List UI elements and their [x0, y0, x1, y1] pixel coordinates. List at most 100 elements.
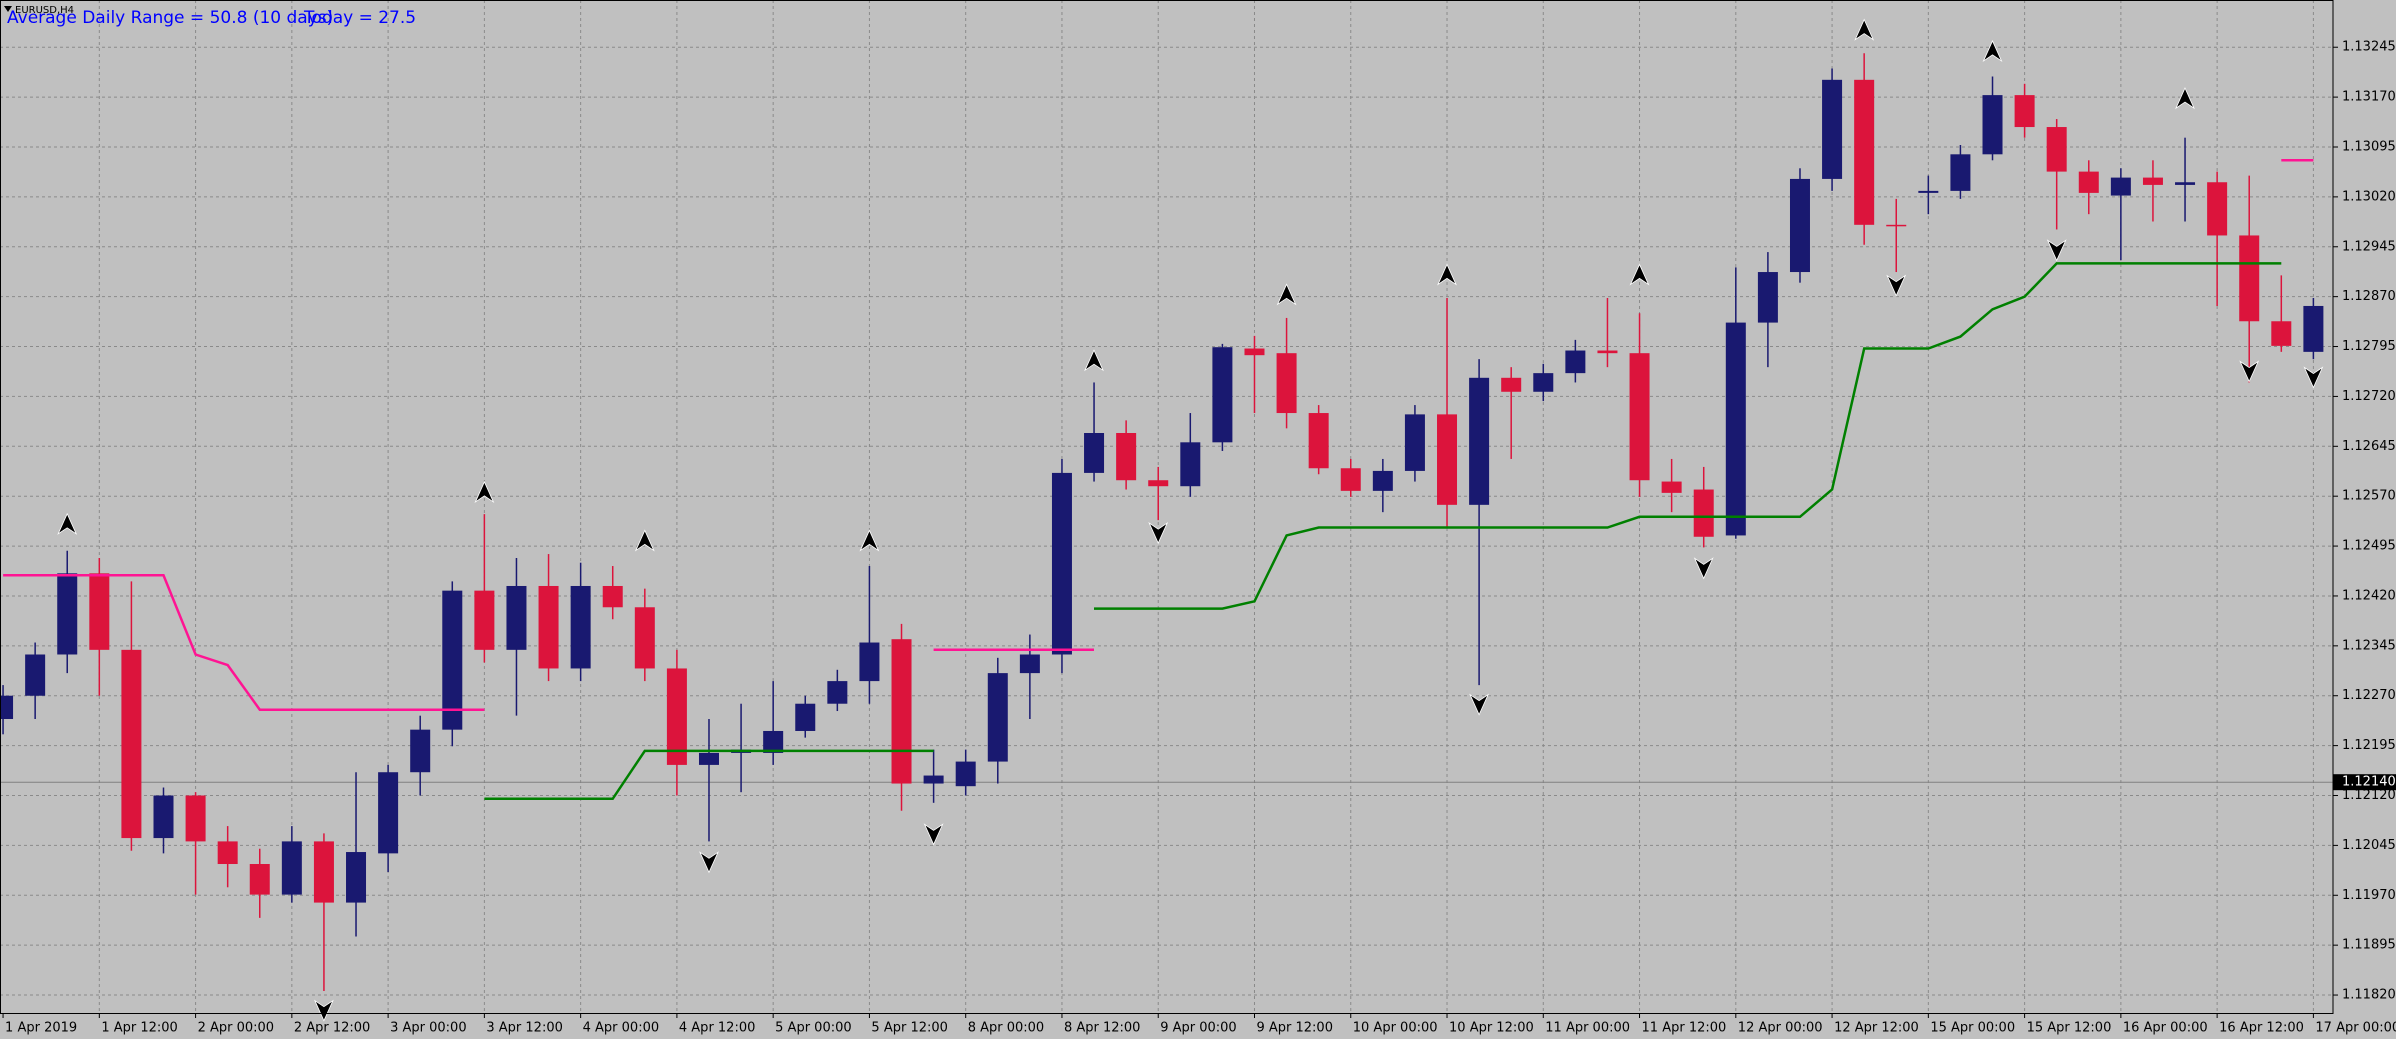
- x-tick-label: 3 Apr 12:00: [486, 1021, 562, 1036]
- candle-body: [1148, 480, 1169, 487]
- x-tick-label: 2 Apr 00:00: [198, 1021, 274, 1036]
- fractal-down: [2239, 360, 2260, 383]
- candle-body: [987, 673, 1008, 762]
- current-price-box: [2333, 774, 2396, 791]
- y-tick-label: 1.12045: [2342, 838, 2396, 853]
- candle-body: [153, 795, 174, 839]
- fractal-up: [1982, 39, 2003, 63]
- y-tick-label: 1.13245: [2342, 40, 2396, 55]
- candle-body: [1276, 353, 1297, 414]
- x-tick-label: 4 Apr 12:00: [679, 1021, 756, 1036]
- candle-body: [891, 639, 912, 784]
- y-tick-label: 1.12870: [2342, 289, 2396, 304]
- x-tick-label: 17 Apr 00:00: [2315, 1021, 2396, 1036]
- y-tick-label: 1.12270: [2342, 688, 2396, 703]
- candle-body: [2239, 235, 2260, 322]
- fractal-up: [1276, 283, 1297, 306]
- fractal-up: [1084, 349, 1104, 372]
- y-tick-label: 1.13095: [2342, 139, 2396, 154]
- fractal-up: [2175, 87, 2195, 110]
- candle-body: [1918, 190, 1939, 193]
- y-tick-label: 1.12195: [2342, 738, 2396, 753]
- y-tick-label: 1.11895: [2342, 938, 2396, 953]
- y-tick-label: 1.12645: [2342, 439, 2396, 454]
- x-tick-label: 4 Apr 00:00: [583, 1021, 660, 1036]
- candle-body: [1308, 413, 1329, 469]
- candle-body: [2110, 177, 2131, 196]
- fractal-down: [699, 851, 719, 874]
- candle-body: [2046, 127, 2067, 172]
- x-tick-label: 16 Apr 12:00: [2219, 1021, 2304, 1036]
- x-tick-label: 11 Apr 00:00: [1545, 1021, 1630, 1036]
- candle-body: [1597, 350, 1618, 354]
- y-tick-label: 1.12720: [2342, 389, 2396, 404]
- candle-body: [1084, 433, 1105, 473]
- y-tick-label: 1.12945: [2342, 239, 2396, 254]
- x-tick-label: 5 Apr 12:00: [871, 1021, 948, 1036]
- x-tick-label: 8 Apr 12:00: [1064, 1021, 1141, 1036]
- candle-body: [2014, 95, 2035, 128]
- candle-body: [410, 729, 431, 773]
- y-tick-label: 1.13020: [2342, 189, 2396, 204]
- candle-body: [1822, 79, 1843, 179]
- candle-body: [1789, 178, 1810, 273]
- candle-body: [1693, 489, 1714, 537]
- fractal-down: [1469, 693, 1490, 716]
- candle-body: [1372, 470, 1393, 491]
- y-tick-label: 1.13170: [2342, 90, 2396, 105]
- annotation: Average Daily Range = 50.8 (10 days): [7, 8, 333, 28]
- candle-body: [2175, 182, 2196, 185]
- candle-body: [1757, 272, 1778, 323]
- candle-body: [1212, 347, 1233, 443]
- candle-body: [313, 841, 334, 903]
- candle-body: [1982, 95, 2003, 155]
- candle-body: [1180, 442, 1201, 487]
- candle-body: [1404, 414, 1425, 471]
- candle-body: [378, 772, 399, 854]
- x-tick-label: 15 Apr 12:00: [2027, 1021, 2112, 1036]
- y-tick-label: 1.11970: [2342, 888, 2396, 903]
- candle-body: [185, 795, 206, 842]
- x-tick-label: 3 Apr 00:00: [390, 1021, 467, 1036]
- fractal-down: [2303, 366, 2324, 389]
- candle-body: [2271, 321, 2292, 346]
- fractal-down: [1886, 274, 1907, 297]
- candle-body: [2303, 305, 2324, 352]
- candle-body: [1116, 433, 1137, 481]
- candle-body: [1501, 377, 1522, 392]
- candle-body: [827, 681, 848, 704]
- candle-body: [474, 590, 495, 650]
- y-tick-label: 1.12795: [2342, 339, 2396, 354]
- x-tick-label: 5 Apr 00:00: [775, 1021, 852, 1036]
- x-tick-label: 11 Apr 12:00: [1642, 1021, 1727, 1036]
- candle-body: [1533, 373, 1554, 392]
- candle-body: [2078, 171, 2099, 193]
- x-tick-label: 8 Apr 00:00: [968, 1021, 1045, 1036]
- x-tick-label: 10 Apr 00:00: [1353, 1021, 1438, 1036]
- candle-body: [795, 703, 816, 731]
- candle-body: [1725, 322, 1746, 536]
- candle-body: [1565, 350, 1586, 374]
- y-tick-label: 1.12420: [2342, 588, 2396, 603]
- candle-body: [1340, 468, 1361, 491]
- candle-body: [1886, 224, 1907, 227]
- candle-body: [1950, 154, 1971, 191]
- fractal-up: [1629, 263, 1650, 286]
- candle-body: [346, 852, 367, 903]
- y-tick-label: 1.12570: [2342, 489, 2396, 504]
- candle-body: [538, 585, 559, 669]
- candle-body: [1437, 414, 1458, 505]
- y-tick-label: 1.11820: [2342, 988, 2396, 1003]
- x-tick-label: 1 Apr 12:00: [101, 1021, 178, 1036]
- annotation: Today = 27.5: [303, 8, 416, 28]
- candle-body: [570, 585, 591, 669]
- candle-body: [1629, 353, 1650, 481]
- fractal-up: [859, 529, 880, 552]
- candle-body: [634, 607, 655, 669]
- fractal-down: [2046, 239, 2067, 262]
- x-tick-label: 16 Apr 00:00: [2123, 1021, 2208, 1036]
- candle-body: [923, 775, 944, 784]
